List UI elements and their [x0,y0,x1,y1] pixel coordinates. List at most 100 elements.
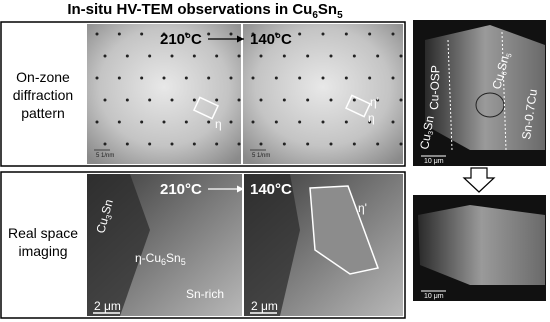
diffraction-image [87,24,241,164]
spot-label: η [215,117,222,131]
spot [207,120,211,124]
grain [244,174,300,316]
spot [344,120,348,124]
spot [251,120,255,124]
spot [321,76,325,80]
spot [344,32,348,36]
spot [207,32,211,36]
spot [148,54,152,58]
spot-box [192,96,220,120]
spot [117,120,121,124]
spot [298,120,302,124]
spot [352,142,356,146]
spot [95,32,99,36]
spot [368,76,372,80]
panel-frame [0,21,406,167]
spot [274,32,278,36]
spot [399,142,403,146]
spot [148,142,152,146]
phase-label: η-Cu6Sn5 [135,251,186,267]
phase-label: η' [358,201,367,215]
spot [95,76,99,80]
spot [259,98,263,102]
spot [237,54,241,58]
spot-box [344,94,372,118]
spot [352,98,356,102]
phase-label: Cu3Sn [417,115,438,151]
spot [282,98,286,102]
spot [391,76,395,80]
scale-label: 2 μm [94,299,121,313]
spot [329,142,333,146]
phase-label: Sn-0.7Cu [519,88,540,140]
spot [125,142,129,146]
spot [298,76,302,80]
spot [184,76,188,80]
spot [148,98,152,102]
spot [391,120,395,124]
spot [192,142,196,146]
spot [329,54,333,58]
spot [282,142,286,146]
phase-label: Cu3Sn [93,198,117,235]
sample [418,205,545,285]
spot-label: η [368,111,375,125]
spot [321,32,325,36]
spot [125,98,129,102]
scale-label: 5 1/nm [96,153,114,159]
spot [170,142,174,146]
spot [162,32,166,36]
spot [192,54,196,58]
temperature: 140°C [250,181,292,198]
spot [306,98,310,102]
spot [329,98,333,102]
spot [274,120,278,124]
temperature: 140°C [250,31,292,48]
spot [259,54,263,58]
spot [229,32,233,36]
spot [170,54,174,58]
spot [95,120,99,124]
spot [306,54,310,58]
spot [321,120,325,124]
spot [282,54,286,58]
spot [259,142,263,146]
spot [229,120,233,124]
down-arrow [462,167,496,193]
diffraction-spots [95,32,403,146]
spot [162,120,166,124]
scale-label: 5 1/nm [252,153,270,159]
spot [368,120,372,124]
spot [170,98,174,102]
spot [117,32,121,36]
spot [376,54,380,58]
spot [140,120,144,124]
spot [184,120,188,124]
temperature: 210°C [160,31,202,48]
scale-label: 2 μm [251,299,278,313]
spot [140,76,144,80]
spot [103,98,107,102]
spot [306,142,310,146]
title: In-situ HV-TEM observations in Cu6Sn5 [67,1,343,21]
spot [344,76,348,80]
spot [103,54,107,58]
spot [215,142,219,146]
spot [274,76,278,80]
sample [425,25,545,150]
phase-label: Sn-rich [186,287,224,301]
spot [399,98,403,102]
temperature: 210°C [160,181,202,198]
spot [184,32,188,36]
scale-label: 10 μm [424,293,444,300]
spot [391,32,395,36]
spot [352,54,356,58]
spot [207,76,211,80]
panel-frame [0,171,406,319]
phase-label: Cu6Sn5 [489,51,513,92]
grain [87,174,150,316]
spot [237,98,241,102]
spot [125,54,129,58]
spot [298,32,302,36]
